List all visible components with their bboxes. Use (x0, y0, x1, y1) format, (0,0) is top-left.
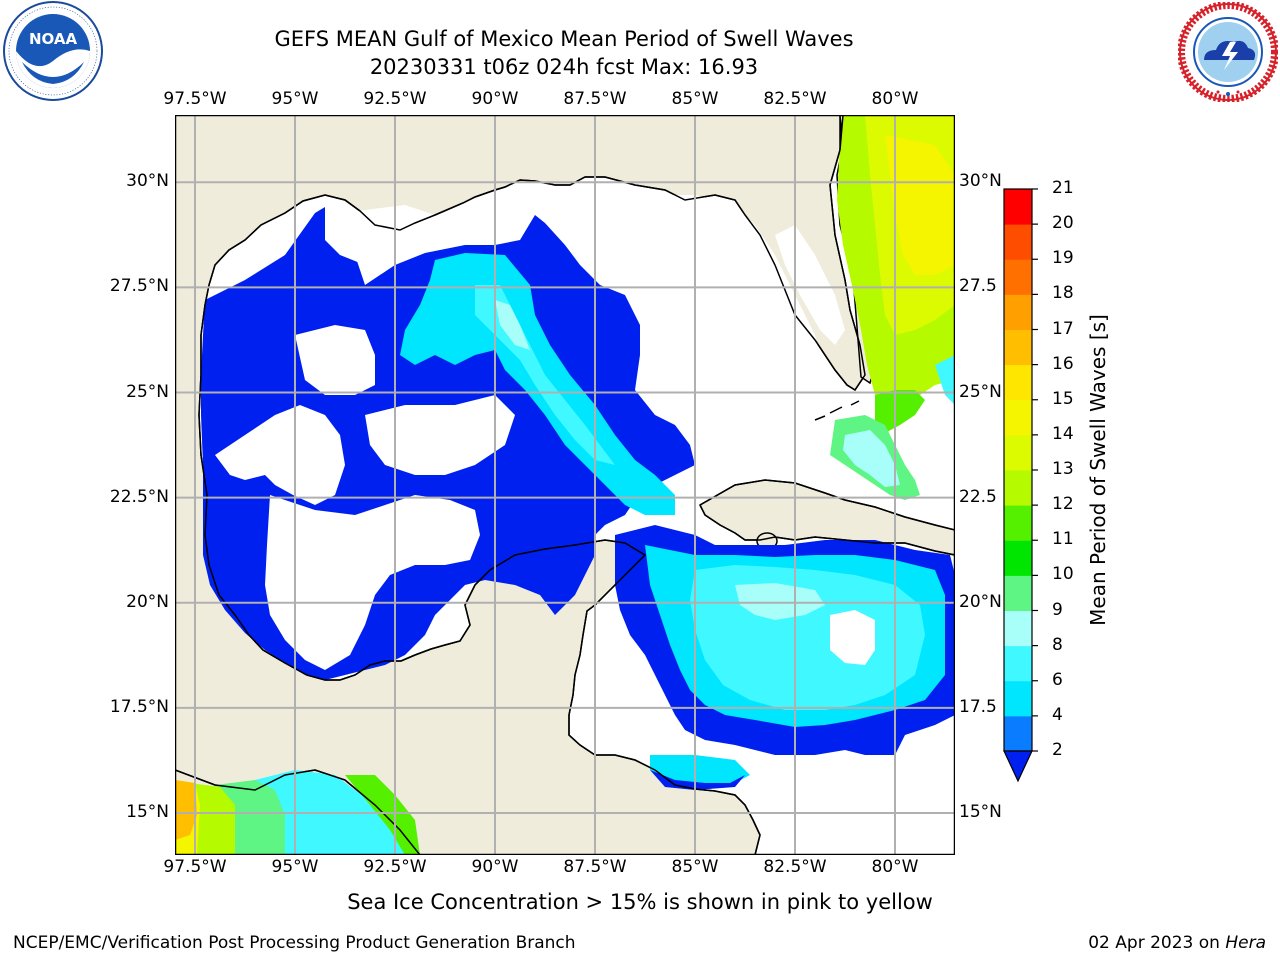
nodata-central (365, 395, 515, 475)
colorbar-tick-label: 21 (1052, 178, 1074, 198)
map-gridlines (175, 115, 954, 854)
lat-label-right: 20°N (959, 591, 1002, 612)
map-frame (175, 115, 955, 855)
colorbar-tick-label: 2 (1052, 740, 1063, 760)
lon-label-bottom: 92.5°W (363, 857, 427, 877)
colorbar-tick-label: 17 (1052, 318, 1074, 339)
lat-label-left: 20°N (126, 591, 169, 612)
contour-8-9-center (495, 300, 530, 350)
colorbar-segment (1004, 540, 1032, 576)
colorbar-segment (1004, 399, 1032, 436)
lon-label-top: 95°W (271, 89, 319, 109)
nodata-southwest (265, 495, 480, 670)
lon-label-top: 82.5°W (763, 89, 827, 109)
colorbar-segment (1004, 224, 1032, 260)
colorbar-tick-label: 6 (1052, 669, 1063, 690)
colorbar-tick-label: 16 (1052, 353, 1074, 374)
lat-label-right: 17.5 (959, 696, 997, 717)
lat-label-right: 30°N (959, 171, 1002, 192)
contour-8-9-caribbean (735, 583, 825, 620)
nodata-eastern-gulf (555, 195, 825, 425)
lon-label-top: 92.5°W (363, 89, 427, 109)
lat-label-right: 25°N (959, 381, 1002, 402)
colorbar (1003, 188, 1038, 783)
lat-label-left: 17.5°N (109, 696, 169, 717)
colorbar-segment (1004, 259, 1032, 295)
contour-16-17-pacific (175, 780, 197, 840)
nodata-western-gulf (215, 405, 345, 505)
colorbar-segment (1004, 329, 1032, 366)
sea-ice-note: Sea Ice Concentration > 15% is shown in … (347, 890, 933, 914)
lat-label-left: 15°N (126, 801, 169, 822)
footer-date-text: 02 Apr 2023 on (1088, 933, 1226, 953)
colorbar-title: Mean Period of Swell Waves [s] (1086, 314, 1110, 626)
colorbar-tick-label: 11 (1052, 529, 1074, 550)
nodata-west-central (295, 325, 375, 395)
lat-label-left: 30°N (126, 171, 169, 192)
lon-label-bottom: 80°W (871, 857, 919, 877)
colorbar-extend-arrow (1003, 750, 1033, 783)
lat-label-left: 22.5°N (109, 486, 169, 507)
contour-8-9-straits (843, 430, 900, 487)
contour-12-13-pacific (190, 783, 235, 854)
map-panel (175, 115, 955, 855)
colorbar-segment (1004, 364, 1032, 401)
colorbar-segment (1004, 645, 1032, 682)
lat-label-right: 27.5 (959, 276, 997, 297)
colorbar-tick-label: 19 (1052, 248, 1074, 269)
svg-text:NOAA: NOAA (29, 30, 78, 48)
colorbar-tick-label: 10 (1052, 564, 1074, 585)
nodata-florida-shelf (775, 225, 845, 345)
colorbar-tick-label: 18 (1052, 283, 1074, 304)
lon-label-top: 97.5°W (163, 89, 227, 109)
nodata-caribbean-hole (830, 610, 875, 665)
lon-label-bottom: 82.5°W (763, 857, 827, 877)
lon-label-top: 87.5°W (563, 89, 627, 109)
footer-org: NCEP/EMC/Verification Post Processing Pr… (13, 933, 576, 953)
colorbar-segment (1004, 470, 1032, 506)
colorbar-segment (1004, 680, 1032, 717)
lon-label-top: 85°W (671, 89, 719, 109)
lon-label-bottom: 87.5°W (563, 857, 627, 877)
lon-label-top: 80°W (871, 89, 919, 109)
colorbar-tick-label: 14 (1052, 423, 1074, 444)
colorbar-tick-label: 15 (1052, 388, 1074, 409)
colorbar-segment (1004, 434, 1032, 471)
colorbar-tick-label: 9 (1052, 599, 1063, 620)
coastline (175, 115, 954, 854)
lon-label-bottom: 97.5°W (163, 857, 227, 877)
footer-host: Hera (1225, 933, 1266, 953)
nws-logo-icon (1178, 2, 1278, 102)
lon-label-top: 90°W (471, 89, 519, 109)
lon-label-bottom: 95°W (271, 857, 319, 877)
colorbar-tick-label: 8 (1052, 634, 1063, 655)
colorbar-segment (1004, 505, 1032, 541)
noaa-logo-icon: NOAA (3, 1, 103, 101)
colorbar-tick-label: 13 (1052, 459, 1074, 479)
lat-label-left: 25°N (126, 381, 169, 402)
colorbar-segment (1004, 294, 1032, 330)
map-subtitle: 20230331 t06z 024h fcst Max: 16.93 (369, 55, 759, 79)
lon-label-bottom: 85°W (671, 857, 719, 877)
map-title: GEFS MEAN Gulf of Mexico Mean Period of … (274, 27, 854, 51)
contour-14-15-atlantic (885, 135, 954, 275)
lon-label-bottom: 90°W (471, 857, 519, 877)
colorbar-tick-label: 12 (1052, 494, 1074, 515)
colorbar-tick-label: 4 (1052, 704, 1063, 725)
lat-label-left: 27.5°N (109, 276, 169, 297)
colorbar-segment (1004, 189, 1032, 225)
swell-contours (175, 115, 954, 854)
contour-10-11-bahamas (875, 390, 925, 433)
lat-label-right: 15°N (959, 801, 1002, 822)
footer-date: 02 Apr 2023 on Hera (1088, 933, 1266, 953)
colorbar-segment (1004, 575, 1032, 611)
nodata-north (325, 205, 445, 265)
colorbar-segment (1004, 610, 1032, 647)
contour-4-6-honduras (650, 755, 750, 783)
colorbar-segment (1004, 715, 1032, 752)
colorbar-tick-label: 20 (1052, 213, 1074, 234)
lat-label-right: 22.5 (959, 486, 997, 507)
